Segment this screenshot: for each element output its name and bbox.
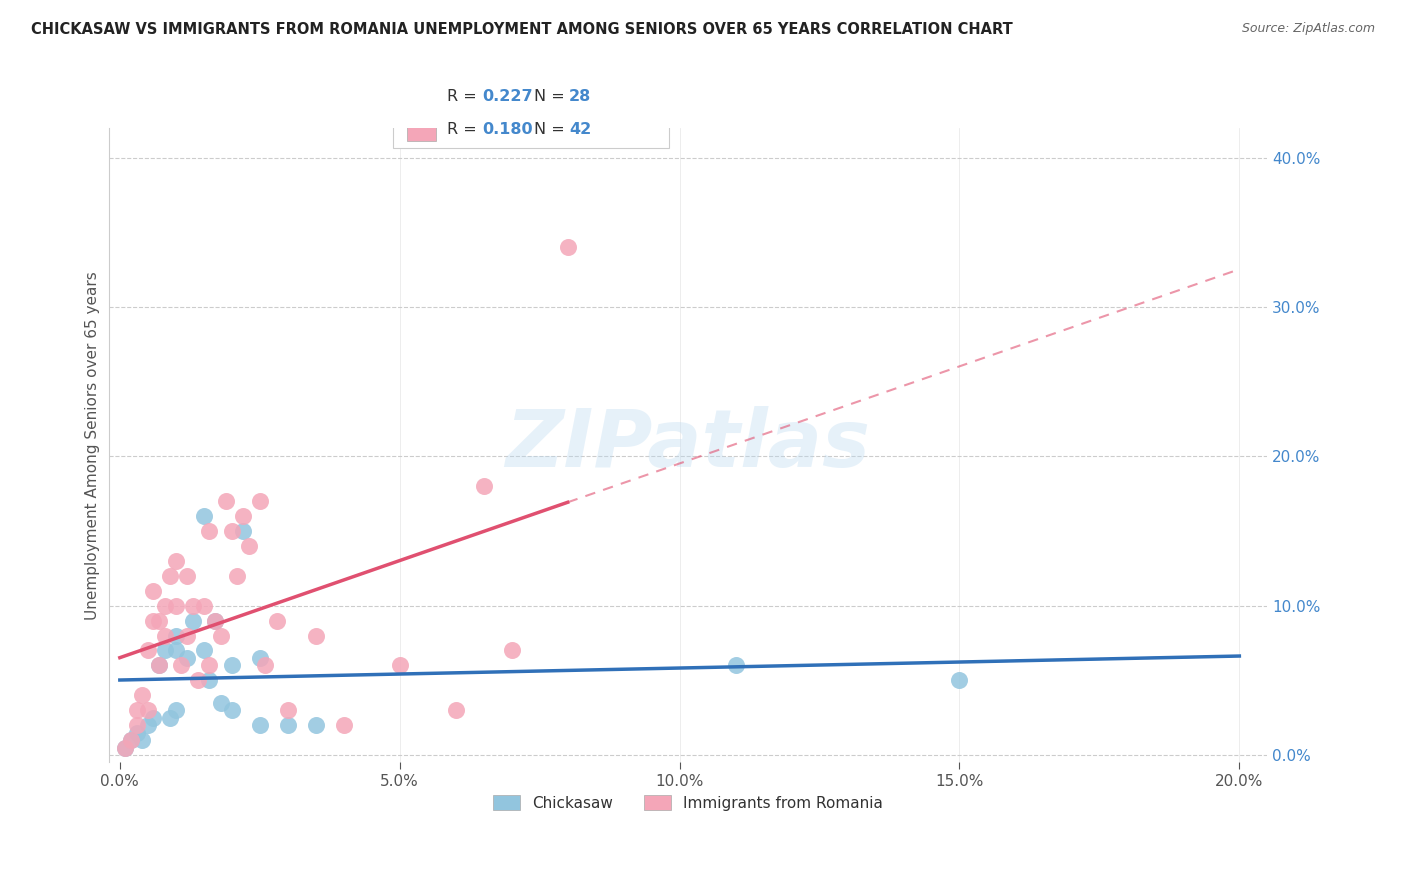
Point <box>204 614 226 628</box>
Point <box>557 240 579 254</box>
Point <box>193 509 215 524</box>
Point <box>170 658 193 673</box>
Point <box>142 614 165 628</box>
Point <box>136 718 159 732</box>
Text: N =: N = <box>534 89 569 104</box>
Point <box>148 658 170 673</box>
Text: N =: N = <box>534 122 569 136</box>
Point <box>131 733 153 747</box>
Point <box>305 718 328 732</box>
Point <box>209 696 232 710</box>
Point <box>176 628 198 642</box>
Legend: Chickasaw, Immigrants from Romania: Chickasaw, Immigrants from Romania <box>485 787 891 818</box>
Point <box>238 539 260 553</box>
Text: Source: ZipAtlas.com: Source: ZipAtlas.com <box>1241 22 1375 36</box>
Point <box>153 599 176 613</box>
Text: 28: 28 <box>569 89 591 104</box>
FancyBboxPatch shape <box>392 78 669 148</box>
Y-axis label: Unemployment Among Seniors over 65 years: Unemployment Among Seniors over 65 years <box>86 271 100 620</box>
Point <box>209 628 232 642</box>
Point <box>114 740 136 755</box>
Point <box>125 718 148 732</box>
Text: ZIPatlas: ZIPatlas <box>506 406 870 484</box>
Point <box>221 658 243 673</box>
Text: R =: R = <box>447 89 482 104</box>
Point <box>277 703 299 717</box>
Point <box>120 733 142 747</box>
Point <box>204 614 226 628</box>
Point <box>176 568 198 582</box>
Point <box>148 614 170 628</box>
Point <box>232 524 254 538</box>
Point <box>226 568 249 582</box>
Text: R =: R = <box>447 122 482 136</box>
Text: 0.227: 0.227 <box>482 89 533 104</box>
Point <box>198 524 221 538</box>
Point <box>388 658 411 673</box>
Point <box>165 554 187 568</box>
Point <box>198 658 221 673</box>
Point <box>176 651 198 665</box>
Point <box>277 718 299 732</box>
Point <box>159 568 181 582</box>
Point <box>215 494 238 508</box>
Point <box>193 643 215 657</box>
Point <box>125 725 148 739</box>
Point <box>221 703 243 717</box>
Point <box>187 673 209 688</box>
Point <box>181 614 204 628</box>
Point <box>198 673 221 688</box>
Point <box>148 658 170 673</box>
Point <box>114 740 136 755</box>
Point <box>165 643 187 657</box>
FancyBboxPatch shape <box>406 118 436 142</box>
Point <box>136 703 159 717</box>
Point <box>232 509 254 524</box>
Text: CHICKASAW VS IMMIGRANTS FROM ROMANIA UNEMPLOYMENT AMONG SENIORS OVER 65 YEARS CO: CHICKASAW VS IMMIGRANTS FROM ROMANIA UNE… <box>31 22 1012 37</box>
Point <box>165 703 187 717</box>
Point <box>254 658 277 673</box>
Point <box>948 673 970 688</box>
Point <box>249 494 271 508</box>
Point <box>153 628 176 642</box>
Point <box>125 703 148 717</box>
Point <box>136 643 159 657</box>
Point <box>159 711 181 725</box>
Point <box>724 658 747 673</box>
Point <box>120 733 142 747</box>
Point <box>193 599 215 613</box>
Point <box>165 628 187 642</box>
Point <box>472 479 495 493</box>
Point <box>131 688 153 702</box>
Point <box>153 643 176 657</box>
Point <box>266 614 288 628</box>
Point <box>181 599 204 613</box>
Point <box>142 711 165 725</box>
Point <box>142 583 165 598</box>
Text: 0.180: 0.180 <box>482 122 533 136</box>
Point <box>221 524 243 538</box>
Point <box>501 643 523 657</box>
Point <box>444 703 467 717</box>
Point <box>332 718 354 732</box>
Text: 42: 42 <box>569 122 591 136</box>
Point <box>249 718 271 732</box>
Point <box>165 599 187 613</box>
Point <box>305 628 328 642</box>
Point <box>249 651 271 665</box>
FancyBboxPatch shape <box>406 85 436 109</box>
